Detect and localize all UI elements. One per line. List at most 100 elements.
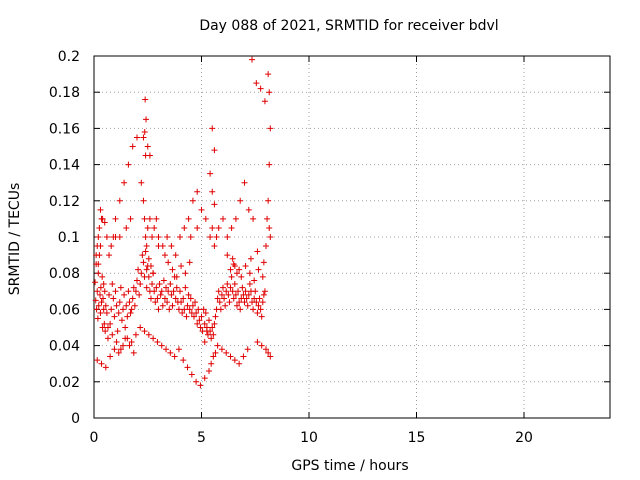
data-point xyxy=(140,134,147,141)
data-point xyxy=(143,116,150,123)
data-point xyxy=(141,129,148,136)
data-point xyxy=(158,342,165,349)
data-point xyxy=(251,277,258,284)
data-point xyxy=(212,313,219,320)
data-point xyxy=(254,248,261,255)
data-point xyxy=(263,243,269,250)
data-point xyxy=(200,306,207,313)
data-point xyxy=(94,315,101,322)
data-point xyxy=(265,197,272,204)
data-point xyxy=(237,197,244,204)
data-point xyxy=(142,96,149,103)
data-point xyxy=(181,306,188,313)
data-point xyxy=(173,273,180,280)
data-point xyxy=(101,219,108,226)
data-point xyxy=(151,224,158,231)
data-point xyxy=(128,306,135,313)
data-point xyxy=(108,306,115,313)
data-point xyxy=(196,317,203,324)
data-point xyxy=(198,206,205,213)
data-point xyxy=(100,306,107,313)
data-point xyxy=(94,243,101,250)
data-point xyxy=(238,295,245,302)
data-point xyxy=(118,317,125,324)
data-point xyxy=(164,299,171,306)
data-point xyxy=(95,302,102,309)
data-point xyxy=(136,291,143,298)
data-point xyxy=(184,302,191,309)
data-point xyxy=(173,284,180,291)
data-point xyxy=(229,255,236,262)
data-point xyxy=(244,346,251,353)
data-point xyxy=(211,201,218,208)
data-point xyxy=(92,279,99,286)
data-point xyxy=(112,215,119,222)
plot-frame xyxy=(93,55,611,419)
data-point xyxy=(111,313,118,320)
data-point xyxy=(100,281,107,288)
data-point xyxy=(186,259,193,266)
data-point xyxy=(228,224,235,231)
data-point xyxy=(207,170,214,177)
data-point xyxy=(152,299,159,306)
data-point xyxy=(115,310,122,317)
data-point xyxy=(103,234,110,240)
data-point xyxy=(184,364,191,371)
data-point xyxy=(180,357,187,364)
data-point xyxy=(125,161,132,168)
data-point xyxy=(242,262,249,269)
data-point xyxy=(194,188,201,195)
data-point xyxy=(113,338,120,345)
data-point xyxy=(239,284,246,291)
data-point xyxy=(182,284,189,291)
data-point xyxy=(113,302,120,309)
data-point xyxy=(160,277,167,284)
data-point xyxy=(143,243,150,250)
data-point xyxy=(111,346,118,353)
data-point xyxy=(189,302,196,309)
data-point xyxy=(254,338,261,345)
data-point xyxy=(142,248,149,255)
y-tick-label: 0.16 xyxy=(49,121,80,137)
data-point xyxy=(155,243,162,250)
data-point xyxy=(94,357,101,364)
data-point xyxy=(154,295,161,302)
data-point xyxy=(211,147,218,154)
data-point xyxy=(161,295,168,302)
data-point xyxy=(98,360,105,367)
data-point xyxy=(201,338,208,345)
data-point xyxy=(267,353,274,360)
data-point xyxy=(224,234,231,240)
data-point xyxy=(155,234,162,240)
data-point xyxy=(145,331,152,338)
data-point xyxy=(128,338,135,345)
y-tick-label: 0.1 xyxy=(58,230,80,246)
y-axis-label: SRMTID / TECUs xyxy=(7,183,23,296)
data-point xyxy=(157,291,164,298)
data-point xyxy=(155,306,162,313)
data-point xyxy=(214,342,221,349)
data-point xyxy=(186,306,193,313)
data-point xyxy=(236,360,243,367)
data-point xyxy=(210,331,217,338)
data-point xyxy=(223,349,230,356)
data-point xyxy=(104,324,111,331)
data-point xyxy=(258,342,265,349)
data-point xyxy=(245,206,252,213)
data-point xyxy=(98,215,105,222)
data-point xyxy=(257,85,264,92)
data-point xyxy=(130,349,137,356)
data-point xyxy=(103,310,110,317)
data-point xyxy=(106,291,113,298)
data-point xyxy=(254,310,261,317)
data-point xyxy=(95,261,102,268)
data-point xyxy=(231,281,238,288)
data-point xyxy=(165,288,172,295)
data-point xyxy=(242,288,249,295)
data-point xyxy=(172,295,179,302)
data-point xyxy=(208,360,215,367)
data-point xyxy=(215,288,222,295)
data-point xyxy=(124,313,131,320)
data-point xyxy=(195,306,202,313)
